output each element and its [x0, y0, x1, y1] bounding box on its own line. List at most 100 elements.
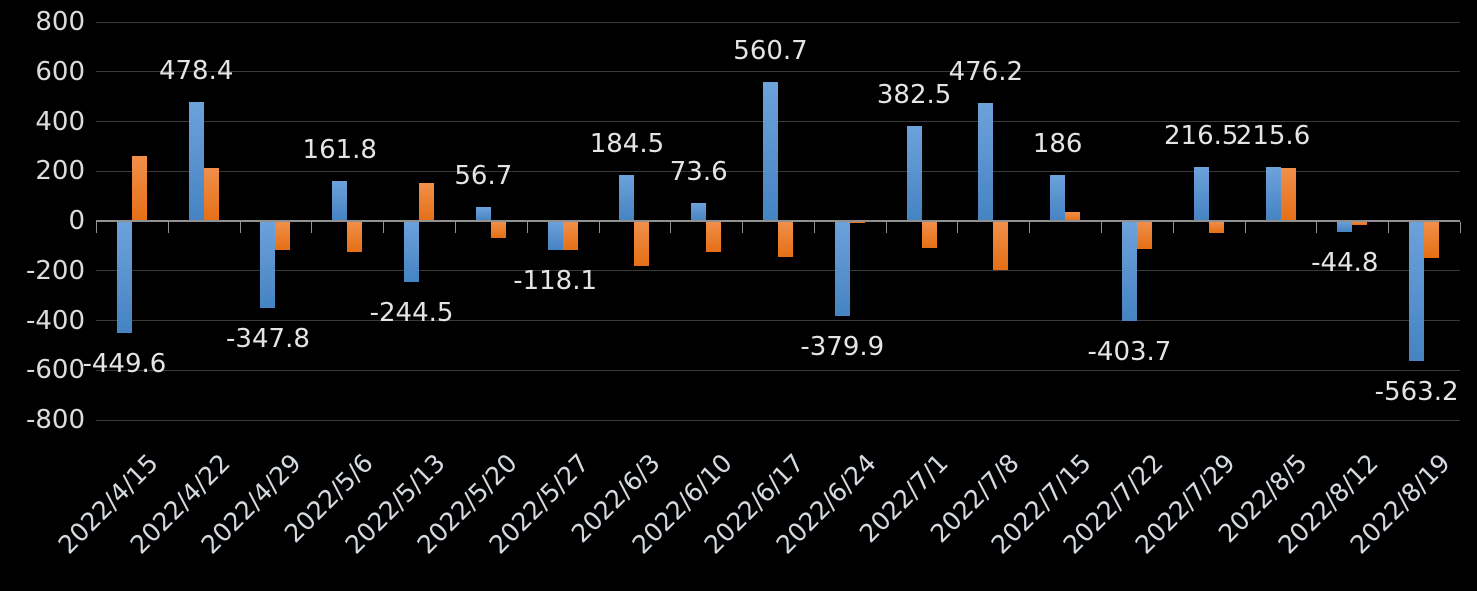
- axis-tick: [1029, 222, 1031, 233]
- bar-series-1-blue: [1050, 174, 1066, 221]
- data-label: 184.5: [589, 129, 665, 160]
- axis-tick: [311, 222, 313, 233]
- bar-series-1-blue: [619, 175, 635, 221]
- axis-tick: [1460, 222, 1461, 233]
- gridline: [96, 419, 1460, 421]
- data-label: -244.5: [369, 297, 454, 328]
- axis-tick: [742, 222, 744, 233]
- data-label: 215.6: [1235, 121, 1311, 152]
- bar-series-2-orange: [921, 221, 937, 248]
- gridline: [96, 21, 1460, 23]
- axis-tick: [1172, 222, 1174, 233]
- axis-tick: [885, 222, 887, 233]
- bar-series-1-blue: [332, 180, 348, 221]
- bar-series-2-orange: [706, 221, 722, 252]
- axis-tick: [598, 222, 600, 233]
- bar-series-1-blue: [978, 102, 994, 221]
- axis-tick: [1244, 222, 1246, 233]
- axis-tick: [670, 222, 672, 233]
- bar-series-1-blue: [404, 221, 420, 282]
- bar-series-2-orange: [562, 221, 578, 251]
- gridline: [96, 121, 1460, 122]
- bar-series-2-orange: [634, 221, 650, 267]
- axis-tick: [383, 222, 385, 233]
- data-label: -563.2: [1374, 377, 1459, 408]
- bar-series-1-blue: [763, 81, 778, 221]
- data-label: -403.7: [1087, 337, 1172, 368]
- bar-series-2-orange: [1136, 221, 1152, 249]
- bar-series-1-blue: [475, 206, 491, 221]
- gridline: [96, 369, 1460, 371]
- bar-series-1-blue: [188, 101, 204, 221]
- y-axis-label: -600: [25, 355, 85, 386]
- bar-series-2-orange: [490, 221, 506, 239]
- axis-tick: [1316, 222, 1318, 233]
- bar-series-1-blue: [1193, 167, 1209, 221]
- gridline: [96, 270, 1460, 272]
- bar-series-1-blue: [1337, 221, 1353, 233]
- axis-tick: [957, 222, 959, 233]
- bar-series-1-blue: [260, 221, 276, 308]
- y-axis-label: 600: [35, 56, 85, 87]
- bar-series-1-blue: [116, 221, 132, 333]
- data-label: -379.9: [800, 331, 885, 362]
- y-axis-label: -200: [25, 255, 85, 286]
- axis-tick: [526, 222, 528, 233]
- axis-tick: [239, 222, 241, 233]
- axis-tick: [1388, 222, 1390, 233]
- bar-series-2-orange: [203, 167, 219, 221]
- bar-series-1-blue: [1409, 221, 1425, 362]
- data-label: 216.5: [1164, 121, 1239, 152]
- bar-series-1-blue: [547, 221, 563, 251]
- data-label: -347.8: [226, 323, 310, 354]
- gridline: [96, 320, 1460, 321]
- bar-series-2-orange: [275, 221, 291, 250]
- axis-tick: [454, 222, 456, 233]
- data-label: 478.4: [158, 55, 234, 86]
- bar-series-2-orange: [1065, 212, 1081, 221]
- bar-series-1-blue: [1121, 221, 1137, 322]
- bar-series-1-blue: [834, 221, 850, 316]
- data-label: -449.6: [82, 348, 167, 379]
- data-label: 382.5: [876, 79, 952, 110]
- y-axis-label: 800: [35, 7, 85, 37]
- y-axis-label: 200: [35, 156, 85, 187]
- gridline: [96, 71, 1460, 73]
- gridline: [96, 170, 1460, 172]
- bar-series-2-orange: [849, 221, 865, 224]
- y-axis-label: -800: [25, 405, 85, 435]
- data-label: 56.7: [454, 160, 513, 191]
- y-axis-label: -400: [25, 305, 85, 336]
- bar-series-2-orange: [131, 156, 147, 221]
- bar-series-1-blue: [691, 202, 707, 221]
- data-label: 186: [1032, 128, 1083, 159]
- data-label: -44.8: [1311, 248, 1379, 279]
- y-axis-label: 400: [35, 106, 85, 137]
- bar-series-2-orange: [419, 182, 435, 221]
- data-label: 476.2: [948, 56, 1024, 87]
- bar-series-2-orange: [993, 221, 1009, 270]
- x-axis-line: [96, 220, 1460, 222]
- bar-series-2-orange: [1352, 221, 1368, 225]
- bar-series-1-blue: [1265, 167, 1281, 221]
- axis-tick: [1101, 222, 1103, 233]
- bar-series-2-orange: [1280, 168, 1296, 221]
- bar-series-2-orange: [347, 221, 363, 252]
- bar-series-2-orange: [1208, 221, 1224, 233]
- axis-tick: [96, 222, 97, 233]
- data-label: -118.1: [513, 266, 598, 297]
- axis-tick: [813, 222, 815, 233]
- data-label: 73.6: [669, 156, 728, 187]
- bar-series-2-orange: [778, 221, 793, 257]
- bar-series-1-blue: [906, 125, 922, 221]
- bar-series-2-orange: [1424, 221, 1440, 259]
- data-label: 560.7: [733, 35, 808, 66]
- data-label: 161.8: [302, 134, 377, 165]
- axis-tick: [167, 222, 169, 233]
- y-axis-label: 0: [68, 206, 85, 236]
